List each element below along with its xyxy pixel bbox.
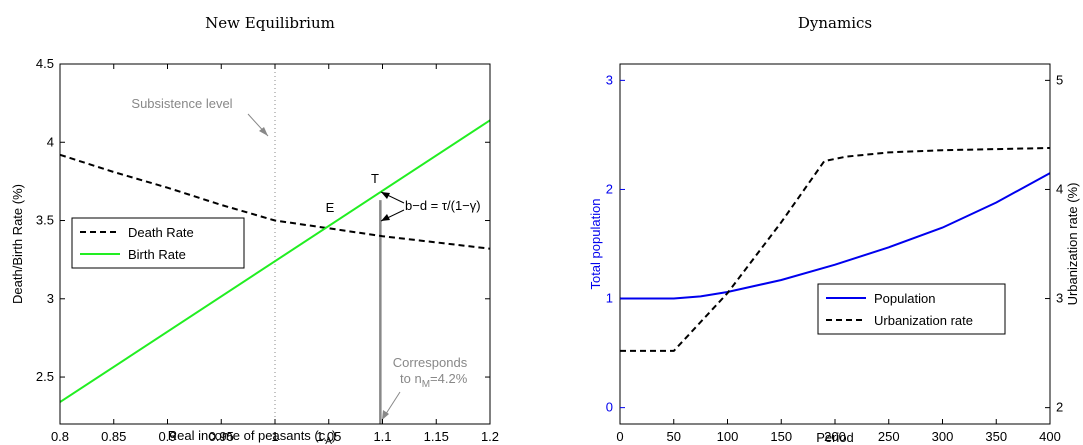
left-legend: Death Rate Birth Rate [71,217,245,269]
right-x-tick-label: 350 [985,429,1007,444]
left-y-tick-label: 3 [47,291,54,306]
right-left-y-tick-label: 2 [606,181,613,196]
right-legend-box [817,283,1006,335]
corresponds-label-line2: to nM=4.2% [400,371,468,390]
right-x-tick-label: 250 [878,429,900,444]
left-x-tick-label: 0.9 [158,429,176,444]
bd-arrowhead-lower [381,214,390,221]
subsistence-arrowhead [259,127,268,136]
right-right-y-tick-label: 4 [1056,181,1063,196]
point-t-label: T [371,171,379,186]
right-right-y-tick-label: 5 [1056,72,1063,87]
corresponds-label-end: =4.2% [430,371,468,386]
left-x-axis-label-main: Real income of peasants (c [168,428,326,443]
point-e-label: E [326,200,335,215]
left-x-axis-label-subscript: A [325,436,332,445]
left-x-axis-label: Real income of peasants (cA) [168,428,337,445]
right-x-axis-label: Period [816,430,854,445]
left-x-tick-label: 0.8 [51,429,69,444]
series-population [620,172,1051,300]
left-legend-box [71,217,245,269]
right-x-tick-label: 50 [667,429,681,444]
corresponds-label-line1: Corresponds [393,355,468,370]
left-x-tick-label: 1.05 [316,429,341,444]
series-birth-rate [59,119,491,403]
right-left-y-tick-label: 0 [606,400,613,415]
right-left-y-axis-label: Total population [588,198,603,289]
right-right-y-tick-label: 2 [1056,400,1063,415]
right-chart: Dynamics 0 50 100 150 200 250 300 350 400 0 1 2 3 2 3 4… [588,14,1080,445]
right-left-y-tick-label: 1 [606,291,613,306]
legend-label-birth-rate: Birth Rate [128,247,186,262]
left-y-tick-label: 2.5 [36,369,54,384]
legend-label-death-rate: Death Rate [128,225,194,240]
right-plot-frame [619,63,1051,425]
left-chart: New Equilibrium Subsistence level E Tb−d =… [10,14,499,445]
right-right-y-axis-label: Urbanization rate (%) [1065,183,1080,306]
bd-arrowhead-upper [381,192,390,199]
bd-label: b−d = τ/(1−γ) [405,198,481,213]
corresponds-label-subscript: M [422,379,430,390]
right-right-y-tick-label: 3 [1056,291,1063,306]
right-legend: Population Urbanization rate [817,283,1006,335]
subsistence-label: Subsistence level [131,96,232,111]
right-x-tick-label: 0 [616,429,623,444]
right-x-tick-label: 400 [1039,429,1061,444]
left-x-axis-label-close: ) [332,428,336,443]
series-death-rate [59,153,491,250]
corresponds-arrowhead [382,410,389,420]
left-chart-title: New Equilibrium [205,14,335,32]
right-x-tick-label: 150 [770,429,792,444]
corresponds-label-main: to n [400,371,422,386]
left-x-tick-label: 1.2 [481,429,499,444]
right-x-tick-label: 300 [932,429,954,444]
right-x-tick-label: 100 [717,429,739,444]
left-y-axis-label: Death/Birth Rate (%) [10,184,25,304]
series-urbanization-rate [620,147,1051,352]
legend-label-population: Population [874,291,935,306]
right-left-y-tick-label: 3 [606,72,613,87]
left-x-tick-label: 0.95 [209,429,234,444]
left-x-tick-label: 0.85 [101,429,126,444]
left-x-tick-label: 1 [271,429,278,444]
left-y-tick-label: 3.5 [36,213,54,228]
left-y-tick-label: 4 [47,134,54,149]
legend-label-urbanization-rate: Urbanization rate [874,313,973,328]
right-chart-title: Dynamics [798,14,872,32]
left-y-tick-label: 4.5 [36,56,54,71]
left-x-tick-label: 1.15 [424,429,449,444]
right-x-tick-label: 200 [824,429,846,444]
left-x-tick-label: 1.1 [373,429,391,444]
